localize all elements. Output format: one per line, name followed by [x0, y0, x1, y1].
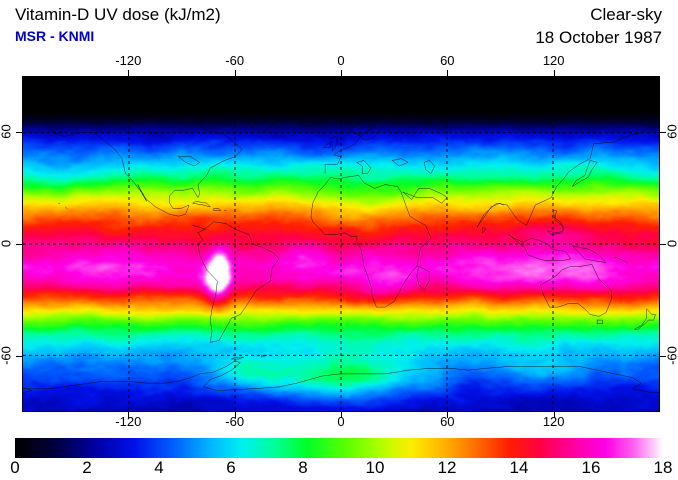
- axis-ticks-bottom: [22, 412, 660, 418]
- x-tick-label: 120: [542, 53, 565, 68]
- y-tick-label: -60: [0, 346, 14, 365]
- colorbar-tick-label: 2: [82, 458, 92, 477]
- colorbar-tick-label: 6: [226, 458, 236, 477]
- x-tick-label: -60: [225, 53, 245, 68]
- colorbar-tick-label: 4: [154, 458, 164, 477]
- y-tick-label: -60: [664, 346, 678, 365]
- axis-ticks-left: [16, 76, 22, 412]
- x-tick-label: -60: [225, 414, 245, 429]
- x-tick-label: 120: [542, 414, 565, 429]
- colorbar-gradient: [15, 438, 663, 458]
- y-tick-label: 0: [0, 239, 14, 248]
- colorbar-tick-label: 10: [365, 458, 385, 477]
- colorbar-tick-label: 16: [581, 458, 601, 477]
- colorbar-tick-label: 18: [653, 458, 673, 477]
- map-plot: [22, 76, 660, 412]
- colorbar-tick-label: 14: [509, 458, 529, 477]
- date-label: 18 October 1987: [535, 28, 662, 47]
- colorbar-tick-label: 8: [298, 458, 308, 477]
- axis-ticks-right: [660, 76, 666, 412]
- graticule: [23, 77, 659, 411]
- y-tick-label: 60: [664, 124, 678, 139]
- page-title: Vitamin-D UV dose (kJ/m2): [15, 5, 221, 24]
- source-label: MSR - KNMI: [15, 28, 95, 44]
- colorbar-tick-label: 0: [10, 458, 20, 477]
- x-tick-label: 60: [440, 53, 455, 68]
- y-tick-label: 60: [0, 124, 14, 139]
- plot-frame: [22, 76, 660, 412]
- colorbar-tick-label: 12: [437, 458, 457, 477]
- coastlines: [23, 77, 659, 411]
- axis-ticks-top: [22, 70, 660, 76]
- x-tick-label: 0: [337, 414, 345, 429]
- colorbar: [15, 438, 663, 458]
- x-tick-label: 60: [440, 414, 455, 429]
- y-tick-label: 0: [664, 239, 678, 248]
- condition-label: Clear-sky: [590, 5, 662, 24]
- x-tick-label: -120: [115, 414, 142, 429]
- x-tick-label: 0: [337, 53, 345, 68]
- x-tick-label: -120: [115, 53, 142, 68]
